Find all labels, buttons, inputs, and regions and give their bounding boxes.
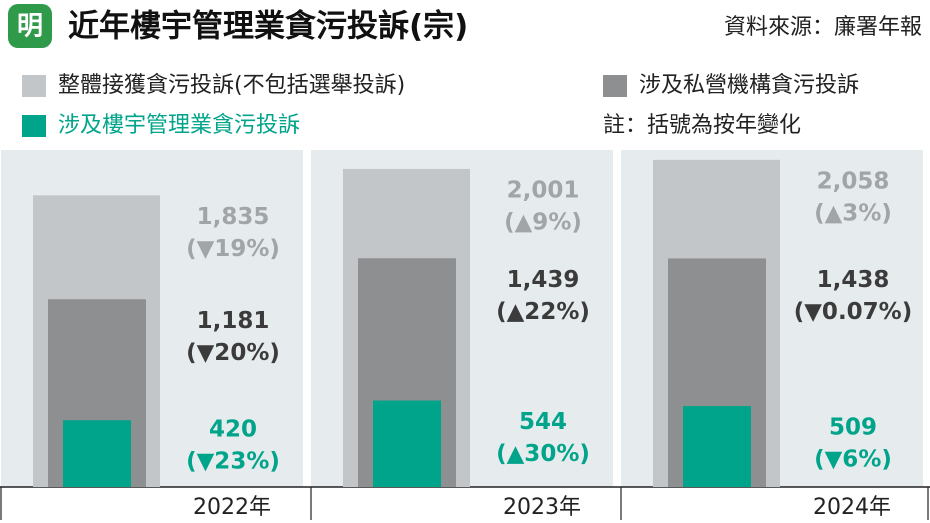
chart-title: 近年樓宇管理業貪污投訴(宗): [68, 9, 468, 45]
change-label: (▼6%): [814, 447, 892, 473]
value-label: 2,001: [507, 177, 580, 203]
source: 資料來源：廉署年報: [724, 15, 922, 40]
value-label: 1,438: [817, 267, 890, 293]
x-tick-label: 2023年: [503, 495, 581, 520]
x-tick-label: 2024年: [813, 495, 891, 520]
change-label: (▼23%): [186, 449, 280, 475]
change-label: (▲30%): [496, 441, 590, 467]
legend-label: 涉及樓宇管理業貪污投訴: [58, 113, 300, 138]
change-label: (▼19%): [186, 236, 280, 262]
logo: 明: [17, 12, 43, 42]
note: 註：括號為按年變化: [603, 113, 801, 138]
value-label: 2,058: [817, 168, 890, 194]
logo-box: [8, 4, 52, 48]
value-label: 1,439: [507, 267, 580, 293]
bar: [683, 406, 751, 487]
x-tick-label: 2022年: [193, 495, 271, 520]
change-label: (▲9%): [504, 209, 582, 235]
value-label: 544: [519, 409, 567, 435]
value-label: 1,835: [197, 204, 270, 230]
change-label: (▲3%): [814, 200, 892, 226]
legend-swatch: [603, 75, 627, 97]
bar: [63, 420, 131, 487]
change-label: (▲22%): [496, 299, 590, 325]
legend-label: 涉及私營機構貪污投訴: [639, 73, 859, 98]
change-label: (▼20%): [186, 340, 280, 366]
legend-swatch: [22, 75, 46, 97]
value-label: 509: [829, 415, 877, 441]
legend-label: 整體接獲貪污投訴(不包括選舉投訴): [58, 73, 405, 98]
value-label: 420: [209, 417, 257, 443]
value-label: 1,181: [197, 308, 270, 334]
bar: [373, 400, 441, 487]
legend-swatch: [22, 115, 46, 137]
change-label: (▼0.07%): [794, 299, 913, 325]
